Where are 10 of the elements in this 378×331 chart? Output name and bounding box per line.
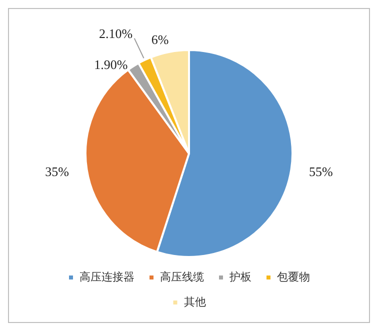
data-label: 35% [45, 164, 70, 179]
data-label: 2.10% [99, 26, 133, 42]
legend-label: 其他 [184, 295, 206, 308]
legend-label: 包覆物 [277, 270, 310, 284]
legend-label: 高压线缆 [160, 270, 204, 284]
data-label: 6% [151, 32, 169, 47]
legend-label: 高压连接器 [80, 270, 134, 284]
legend-label: 护板 [228, 270, 252, 284]
data-label: 55% [309, 164, 334, 179]
data-label: 1.90% [94, 56, 128, 72]
